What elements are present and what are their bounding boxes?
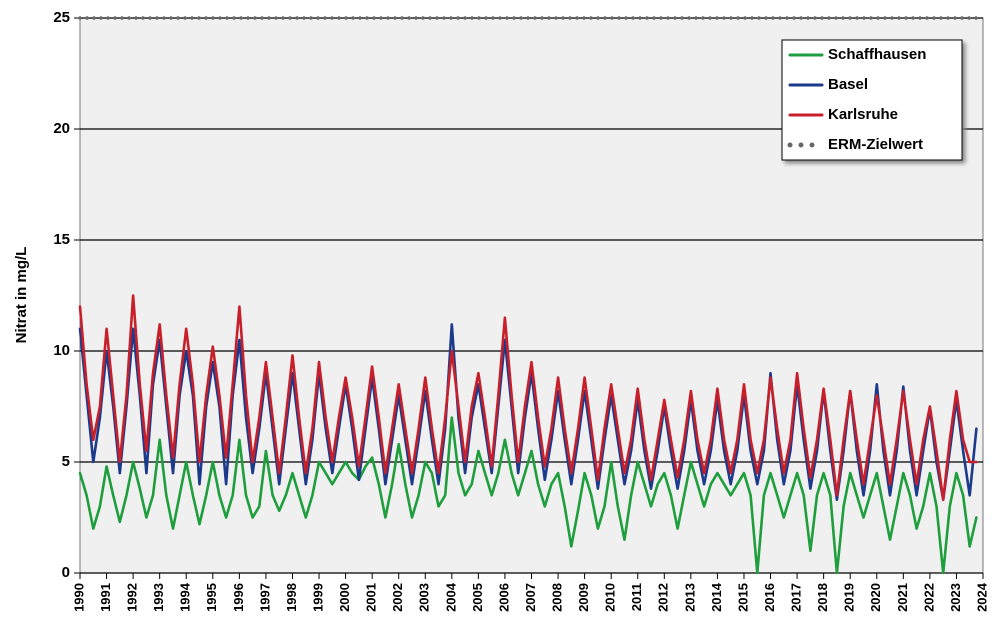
x-tick-label: 1996 bbox=[231, 583, 246, 612]
x-tick-label: 2017 bbox=[789, 583, 804, 612]
legend-box bbox=[781, 39, 963, 161]
legend-label: Schaffhausen bbox=[828, 46, 926, 63]
y-tick-label: 0 bbox=[62, 564, 70, 581]
y-tick-label: 25 bbox=[53, 9, 70, 26]
x-tick-label: 2014 bbox=[709, 582, 724, 612]
x-tick-label: 1990 bbox=[71, 583, 86, 612]
x-tick-label: 2010 bbox=[603, 583, 618, 612]
x-tick-label: 2021 bbox=[895, 583, 910, 612]
x-tick-label: 1994 bbox=[178, 582, 193, 612]
x-tick-label: 2004 bbox=[443, 582, 458, 612]
x-tick-label: 2008 bbox=[549, 583, 564, 612]
x-tick-label: 1992 bbox=[125, 583, 140, 612]
legend-label: Karlsruhe bbox=[828, 106, 898, 123]
y-tick-label: 15 bbox=[53, 231, 70, 248]
x-tick-label: 2011 bbox=[629, 583, 644, 611]
x-tick-label: 2020 bbox=[868, 583, 883, 612]
x-tick-label: 2001 bbox=[364, 583, 379, 612]
x-tick-label: 2019 bbox=[842, 583, 857, 612]
x-tick-label: 2009 bbox=[576, 583, 591, 612]
series-line bbox=[78, 416, 978, 575]
y-tick-label: 5 bbox=[62, 453, 70, 470]
series-line bbox=[78, 294, 978, 501]
x-tick-label: 2023 bbox=[948, 583, 963, 612]
x-tick-label: 2006 bbox=[496, 583, 511, 612]
legend-label: ERM-Zielwert bbox=[828, 136, 923, 153]
x-tick-label: 2012 bbox=[656, 583, 671, 612]
x-tick-label: 2005 bbox=[470, 583, 485, 612]
x-tick-label: 1991 bbox=[98, 583, 113, 612]
x-tick-label: 1998 bbox=[284, 583, 299, 612]
x-tick-label: 2002 bbox=[390, 583, 405, 612]
x-tick-label: 1997 bbox=[257, 583, 272, 612]
x-tick-label: 2022 bbox=[921, 583, 936, 612]
x-tick-label: 2024 bbox=[974, 582, 989, 612]
y-axis-label: Nitrat in mg/L bbox=[13, 247, 30, 344]
x-tick-label: 2000 bbox=[337, 583, 352, 612]
x-tick-label: 2013 bbox=[682, 583, 697, 612]
x-tick-label: 1999 bbox=[310, 583, 325, 612]
x-tick-label: 2003 bbox=[417, 583, 432, 612]
y-tick-label: 10 bbox=[53, 342, 70, 359]
x-tick-label: 1993 bbox=[151, 583, 166, 612]
x-tick-label: 2018 bbox=[815, 583, 830, 612]
x-tick-label: 2015 bbox=[735, 583, 750, 612]
y-tick-label: 20 bbox=[53, 120, 70, 137]
x-tick-label: 2007 bbox=[523, 583, 538, 612]
x-tick-label: 2016 bbox=[762, 583, 777, 612]
x-tick-label: 1995 bbox=[204, 583, 219, 612]
legend-label: Basel bbox=[828, 76, 868, 93]
